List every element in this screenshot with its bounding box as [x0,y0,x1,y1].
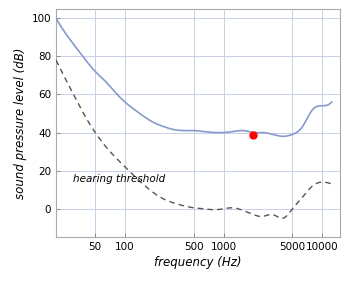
Text: hearing threshold: hearing threshold [74,174,166,184]
X-axis label: frequency (Hz): frequency (Hz) [154,257,242,269]
Y-axis label: sound pressure level (dB): sound pressure level (dB) [14,47,27,199]
